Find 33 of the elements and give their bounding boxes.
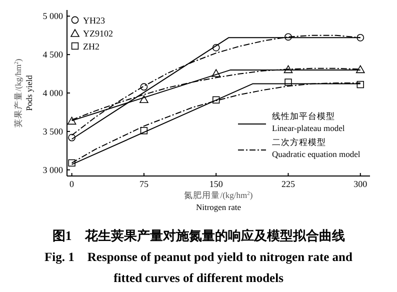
point [68, 159, 76, 167]
point [356, 34, 364, 42]
y-tick-label: 4 500 [42, 50, 64, 60]
x-tick-label: 0 [70, 179, 75, 189]
text: Fig. 1 Response of peanut pod yield to nitrogen rate and fitted curves of different models [44, 250, 353, 285]
point [140, 83, 148, 91]
point [67, 116, 76, 125]
point [284, 78, 292, 86]
legend-label: 二次方程模型 Quadratic equation model [272, 137, 361, 159]
y-tick-label: 3 000 [42, 164, 64, 175]
y-tick-label: 3 500 [42, 126, 64, 136]
point [356, 80, 364, 88]
legend-label: YH23 [83, 16, 106, 26]
point [356, 65, 365, 74]
text: 图1 花生荚果产量对施氮量的响应及模型拟合曲线 [52, 228, 345, 243]
x-tick-label: 150 [209, 179, 224, 189]
point [68, 134, 76, 142]
x-axis-title: 氮肥用量/(kg/hm$^{2}$) Nitrogen rate [184, 190, 253, 212]
point [140, 95, 148, 104]
point [140, 127, 148, 134]
point [284, 33, 292, 41]
point [284, 65, 293, 74]
legend-label: ZH2 [83, 42, 100, 52]
legend-label: YZ9102 [83, 28, 113, 38]
x-tick-label: 75 [139, 179, 149, 189]
legend-label: 线性加平台模型 Linear-plateau model [272, 111, 346, 133]
point [212, 44, 220, 52]
y-tick-label: 5 000 [42, 11, 64, 22]
point [212, 69, 220, 77]
y-tick-label: 4 000 [42, 88, 64, 98]
x-tick-label: 300 [354, 179, 368, 189]
point [212, 96, 220, 104]
x-tick-label: 225 [281, 179, 296, 189]
